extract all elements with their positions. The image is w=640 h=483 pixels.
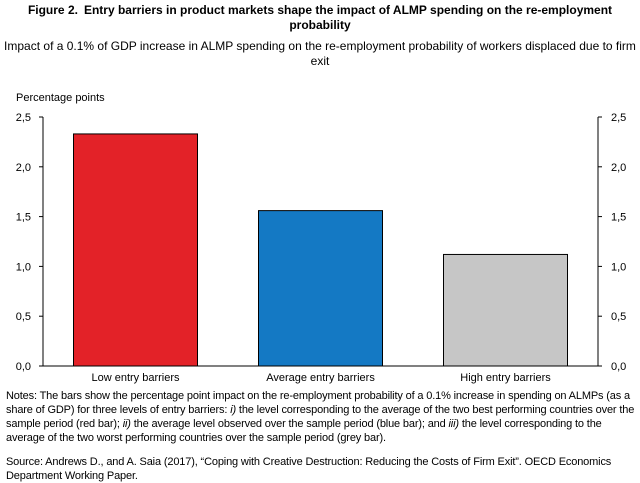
x-category-label: High entry barriers [460, 372, 551, 384]
y-tick-label-right: 2,0 [611, 162, 626, 174]
y-tick-label-left: 0,5 [16, 311, 31, 323]
figure-source: Source: Andrews D., and A. Saia (2017), … [6, 456, 612, 482]
bar-1 [73, 133, 198, 367]
bar-chart: 0,0 0,0 0,5 0,5 1,0 1,0 1,5 1,5 2,0 2,0 2,5 2,5 Low … [16, 112, 627, 384]
figure-title: Figure 2. Entry barriers in product marke… [0, 3, 640, 33]
notes-text: the average level observed over the samp… [130, 418, 449, 430]
y-tick-label-left: 2,0 [16, 162, 31, 174]
y-tick-label-right: 0,0 [611, 361, 626, 373]
y-tick-label-right: 1,0 [611, 261, 626, 273]
bar-2 [258, 210, 383, 367]
y-tick-label-left: 1,5 [16, 212, 31, 224]
notes-text: the level corresponding to the average o… [6, 404, 635, 430]
figure-notes: Notes: The bars show the percentage poin… [6, 389, 638, 445]
notes-text: Notes: The bars show the percentage poin… [6, 390, 630, 416]
y-tick-label-right: 1,5 [611, 212, 626, 224]
x-category-label: Average entry barriers [266, 372, 375, 384]
notes-text: the level corresponding to the average o… [6, 418, 602, 444]
y-tick-label-right: 2,5 [611, 112, 626, 124]
y-tick-label-left: 0,0 [16, 361, 31, 373]
y-tick-label-left: 1,0 [16, 261, 31, 273]
y-axis-unit-label: Percentage points [16, 92, 105, 104]
notes-enumerator: i) [230, 404, 237, 416]
y-tick-label-left: 2,5 [16, 112, 31, 124]
bar-3 [443, 253, 568, 367]
x-category-label: Low entry barriers [91, 372, 180, 384]
figure-title-text: Entry barriers in product markets shape … [83, 3, 613, 32]
y-tick-label-right: 0,5 [611, 311, 626, 323]
plot-area: 0,0 0,0 0,5 0,5 1,0 1,0 1,5 1,5 2,0 2,0 2,5 2,5 Low … [16, 112, 627, 384]
notes-enumerator: ii) [122, 418, 131, 430]
notes-enumerator: iii) [448, 418, 460, 430]
figure-subtitle: Impact of a 0.1% of GDP increase in ALMP… [4, 39, 636, 68]
figure-label: Figure 2. [27, 3, 78, 17]
